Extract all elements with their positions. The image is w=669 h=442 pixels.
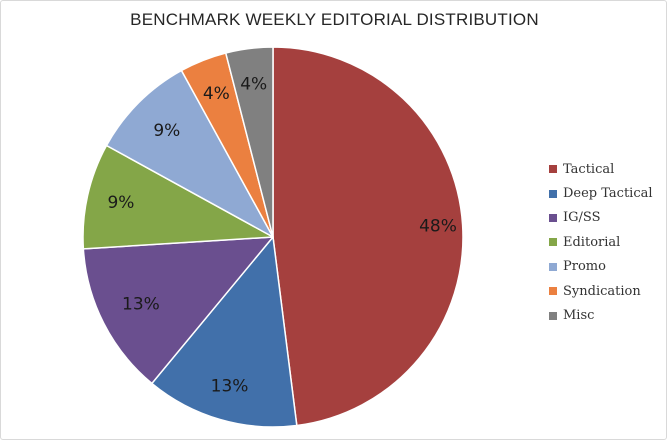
legend-swatch bbox=[549, 238, 557, 247]
legend: Tactical Deep Tactical IG/SS Editorial Promo… bbox=[549, 157, 653, 328]
pie-slice-misc bbox=[225, 46, 274, 238]
pie-slice-promo bbox=[105, 69, 274, 238]
legend-swatch bbox=[549, 165, 557, 174]
data-label-tactical: 48% bbox=[419, 217, 457, 237]
legend-swatch bbox=[549, 311, 557, 320]
pie-slice-editorial bbox=[82, 144, 274, 250]
legend-item-syndication: Syndication bbox=[549, 279, 653, 303]
legend-label: Deep Tactical bbox=[563, 186, 653, 202]
pie-labels: 48% 13% 13% 9% 9% 4% 4% bbox=[107, 74, 456, 396]
legend-label: IG/SS bbox=[563, 210, 601, 226]
data-label-editorial: 9% bbox=[107, 193, 134, 213]
legend-swatch bbox=[549, 189, 557, 198]
legend-label: Tactical bbox=[563, 161, 615, 177]
legend-swatch bbox=[549, 287, 557, 296]
pie-slice-ig-ss bbox=[82, 236, 274, 385]
data-label-ig-ss: 13% bbox=[122, 294, 160, 314]
pie-slice-deep-tactical bbox=[151, 236, 298, 428]
legend-item-tactical: Tactical bbox=[549, 157, 653, 181]
legend-label: Editorial bbox=[563, 234, 621, 250]
pie-slices bbox=[82, 46, 464, 428]
legend-item-deep-tactical: Deep Tactical bbox=[549, 181, 653, 205]
legend-label: Misc bbox=[563, 308, 595, 324]
data-label-deep-tactical: 13% bbox=[211, 377, 249, 397]
pie-slice-tactical bbox=[272, 46, 464, 427]
legend-item-ig-ss: IG/SS bbox=[549, 206, 653, 230]
legend-label: Syndication bbox=[563, 283, 641, 299]
legend-item-editorial: Editorial bbox=[549, 230, 653, 254]
data-label-syndication: 4% bbox=[203, 84, 230, 104]
data-label-promo: 9% bbox=[153, 121, 180, 141]
chart-title: BENCHMARK WEEKLY EDITORIAL DISTRIBUTION bbox=[130, 10, 539, 29]
legend-label: Promo bbox=[563, 259, 606, 275]
data-label-misc: 4% bbox=[240, 74, 267, 94]
legend-item-promo: Promo bbox=[549, 255, 653, 279]
legend-swatch bbox=[549, 213, 557, 222]
legend-item-misc: Misc bbox=[549, 303, 653, 327]
legend-swatch bbox=[549, 262, 557, 271]
